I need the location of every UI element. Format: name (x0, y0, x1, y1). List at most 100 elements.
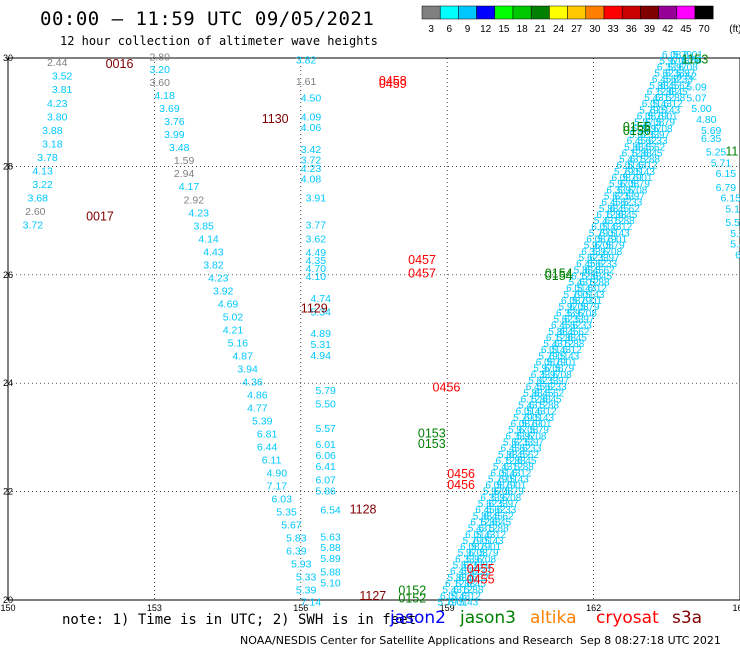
swh-point: 5.62 (511, 444, 531, 455)
swh-point: 5.97 (483, 487, 503, 498)
swh-point: 5.88 (632, 148, 652, 159)
y-tick-label: 28 (3, 161, 13, 171)
swh-point: 6.08 (468, 548, 488, 559)
swh-point: 6.08 (628, 185, 648, 196)
colorbar-label: (ft) (729, 24, 740, 35)
swh-point: 7.14 (301, 596, 322, 608)
swh-point: 6.08 (511, 419, 531, 430)
swh-point: 5.62 (646, 142, 666, 153)
colorbar-label: 3 (428, 24, 434, 35)
track-time-label: 0456 (447, 467, 475, 481)
swh-point: 6.33 (497, 505, 517, 516)
track-time-label: 0456 (447, 478, 475, 492)
swh-point: 6.08 (494, 487, 514, 498)
swh-point: 5.97 (609, 179, 629, 190)
track-time-label: 0456 (433, 380, 461, 394)
swh-point: 3.99 (164, 129, 185, 141)
swh-point: 5.62 (519, 450, 539, 461)
swh-point: 6.33 (615, 191, 635, 202)
swh-point: 1.61 (296, 76, 317, 88)
legend-altika: altika (530, 608, 577, 628)
swh-point: 5.62 (587, 259, 607, 270)
swh-point: 5.97 (491, 493, 511, 504)
swh-point: 5.43 (560, 351, 580, 362)
swh-point: 6.33 (640, 130, 660, 141)
swh-point: 5.97 (466, 554, 486, 565)
swh-point: 3.20 (150, 64, 171, 76)
swh-point: 6.33 (506, 431, 526, 442)
swh-point: 6.15 (720, 193, 740, 205)
swh-point: 4.21 (223, 324, 244, 336)
swh-point: 5.86 (315, 485, 336, 497)
swh-point: 6.08 (611, 173, 631, 184)
plot-frame (7, 57, 740, 601)
swh-point: 5.88 (320, 567, 341, 579)
swh-point: 5.97 (634, 118, 654, 129)
footer-note: note: 1) Time is in UTC; 2) SWH is in fe… (62, 612, 417, 628)
footer-timestamp: Sep 8 08:27:18 UTC 2021 (580, 634, 721, 647)
swh-point: 5.43 (635, 167, 655, 178)
track-time-label: 0455 (467, 562, 495, 576)
swh-point: 4.13 (32, 166, 53, 178)
swh-point: 5.97 (516, 431, 536, 442)
swh-point: 3.22 (32, 179, 53, 191)
swh-point: 6.12 (655, 93, 675, 104)
swh-point: 6.12 (579, 278, 599, 289)
swh-point: 5.97 (617, 185, 637, 196)
swh-point: 5.88 (473, 511, 493, 522)
swh-point: 5.79 (471, 542, 491, 553)
swh-point: 5.79 (656, 118, 676, 129)
swh-point: 5.43 (610, 228, 630, 239)
swh-point: 6.12 (529, 401, 549, 412)
swh-point: 5.43 (493, 462, 513, 473)
swh-point: 5.43 (585, 290, 605, 301)
swh-point: 6.08 (527, 431, 547, 442)
swh-point: 6.45 (559, 327, 579, 338)
swh-point: 6.45 (610, 204, 630, 215)
swh-point: 6.45 (509, 450, 529, 461)
swh-point: 6.08 (460, 542, 480, 553)
swh-point: 6.12 (512, 468, 532, 479)
swh-point: 6.01 (650, 105, 670, 116)
swh-point: 3.77 (306, 220, 327, 232)
swh-point: 6.12 (495, 456, 515, 467)
swh-point: 6.08 (670, 56, 690, 67)
swh-point: 6.12 (461, 591, 481, 602)
swh-point: 5.00 (691, 103, 712, 115)
swh-point: 1.59 (174, 155, 195, 167)
swh-point: 4.23 (47, 98, 68, 110)
swh-point: 5.79 (639, 105, 659, 116)
swh-point: 6.08 (586, 235, 606, 246)
swh-point: 6.01 (541, 345, 561, 356)
swh-point: 6.01 (625, 167, 645, 178)
swh-point: 6.08 (569, 302, 589, 313)
swh-point: 4.94 (311, 350, 332, 362)
swh-point: 5.43 (577, 284, 597, 295)
swh-point: 6.01 (574, 290, 594, 301)
swh-point: 6.12 (445, 579, 465, 590)
track-time-label: 0155 (623, 120, 651, 134)
colorbar-label: 9 (465, 24, 471, 35)
swh-point: 5.88 (523, 388, 543, 399)
swh-point: 6.45 (576, 259, 596, 270)
swh-point: 5.62 (453, 561, 473, 572)
swh-point: 6.12 (554, 339, 574, 350)
swh-point: 6.01 (524, 413, 544, 424)
swh-point: 5.62 (570, 327, 590, 338)
swh-point: 3.42 (301, 144, 322, 156)
swh-point: 6.33 (632, 124, 652, 135)
swh-point: 6.45 (635, 142, 655, 153)
swh-point: 2.80 (150, 52, 171, 64)
swh-point: 4.23 (189, 207, 210, 219)
swh-point: 5.43 (644, 93, 664, 104)
swh-point: 6.45 (593, 271, 613, 282)
swh-point: 5.43 (535, 413, 555, 424)
swh-point: 6.45 (492, 517, 512, 528)
swh-point: 6.33 (581, 247, 601, 258)
swh-point: 6.12 (546, 333, 566, 344)
swh-point: 3.60 (150, 77, 171, 89)
swh-point: 5.62 (486, 505, 506, 516)
swh-point: 6.12 (613, 222, 633, 233)
swh-point: 5.79 (564, 290, 584, 301)
swh-point: 5.10 (320, 577, 341, 589)
